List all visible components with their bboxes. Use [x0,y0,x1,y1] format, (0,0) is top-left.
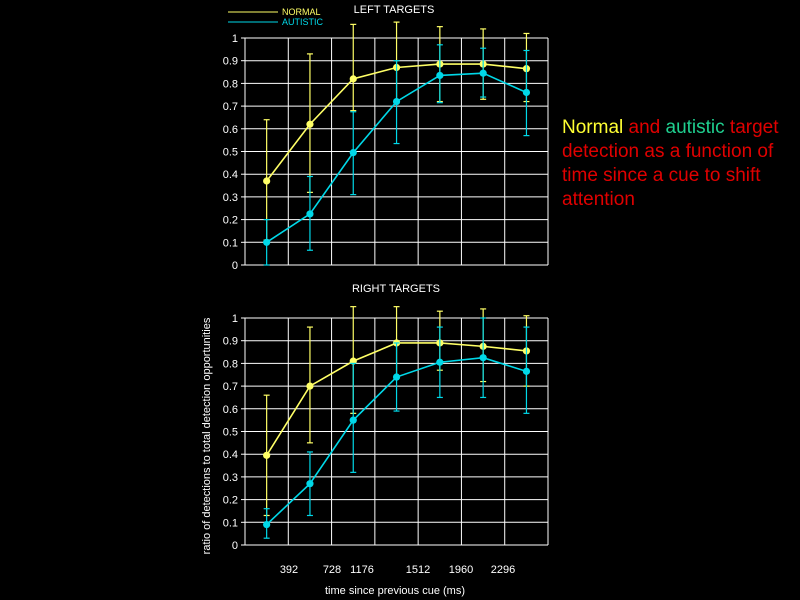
caption-and-word: and [623,117,666,138]
x-axis-label: time since previous cue (ms) [325,585,465,597]
y-tick-label: 0.7 [223,101,238,113]
x-tick-labels: 392 728 1176 1512 1960 2296 [280,564,515,576]
autistic-data-point [306,210,314,218]
y-tick-label: 0.9 [223,336,238,348]
autistic-data-point [436,71,444,80]
x-tick-label: 392 [280,564,298,576]
y-axis-label: ratio of detections to total detection o… [201,317,213,554]
y-tick-label: 0.4 [223,169,238,181]
autistic-data-point [479,354,487,362]
left-targets-plot: 0 0.1 0.2 0.3 0.4 0.5 0.6 0.7 0.8 0.9 1 [223,21,549,272]
autistic-data-point [479,69,487,77]
y-tick-label: 0.5 [223,427,238,439]
y-tick-label: 0.3 [223,472,238,484]
legend-normal-label: NORMAL [282,7,321,17]
normal-data-point [263,451,271,459]
y-tick-label: 0 [232,540,238,552]
autistic-data-point [392,373,401,381]
y-tick-label: 0.3 [223,192,238,204]
normal-data-point [263,177,271,185]
y-tick-label: 0.9 [223,56,238,68]
legend-autistic-label: AUTISTIC [282,17,324,27]
y-tick-label: 0 [232,260,238,272]
y-tick-label: 0.1 [223,517,238,529]
y-tick-label: 0.6 [223,124,238,136]
autistic-data-point [306,480,314,488]
caption-normal-word: Normal [562,117,624,138]
y-tick-label: 1 [232,33,238,45]
y-tick-label: 0.1 [223,237,238,249]
y-tick-label: 0.8 [223,78,238,90]
x-tick-label: 2296 [491,564,515,576]
x-tick-label: 1960 [449,564,473,576]
autistic-data-point [522,88,531,97]
right-targets-plot: 0 0.1 0.2 0.3 0.4 0.5 0.6 0.7 0.8 0.9 1 [223,306,549,552]
autistic-data-point [263,520,271,529]
x-tick-label: 1176 [350,564,374,576]
autistic-data-point [436,358,444,366]
normal-data-point [349,75,357,83]
autistic-data-point [349,149,357,157]
y-tick-label: 1 [232,313,238,325]
caption-autistic-word: autistic [665,117,725,138]
y-tick-label: 0.2 [223,495,238,507]
caption-rest: target detection as a function of time s… [562,117,779,210]
normal-data-point [306,382,314,390]
chart-title-right-targets: RIGHT TARGETS [352,283,440,295]
autistic-data-point [349,416,357,424]
y-tick-label: 0.4 [223,449,238,461]
autistic-data-point [263,238,271,246]
normal-data-point [306,120,314,128]
x-tick-label: 728 [323,564,341,576]
autistic-data-point [392,97,401,106]
y-tick-label: 0.2 [223,215,238,227]
y-tick-label: 0.6 [223,404,238,416]
chart-caption: Normal and autistic target detection as … [562,116,798,212]
legend: NORMAL AUTISTIC [228,7,324,27]
y-tick-label: 0.8 [223,358,238,370]
x-tick-label: 1512 [406,564,430,576]
y-tick-label: 0.7 [223,381,238,393]
y-tick-label: 0.5 [223,147,238,159]
chart-title-left-targets: LEFT TARGETS [354,4,435,16]
autistic-data-point [522,367,531,375]
